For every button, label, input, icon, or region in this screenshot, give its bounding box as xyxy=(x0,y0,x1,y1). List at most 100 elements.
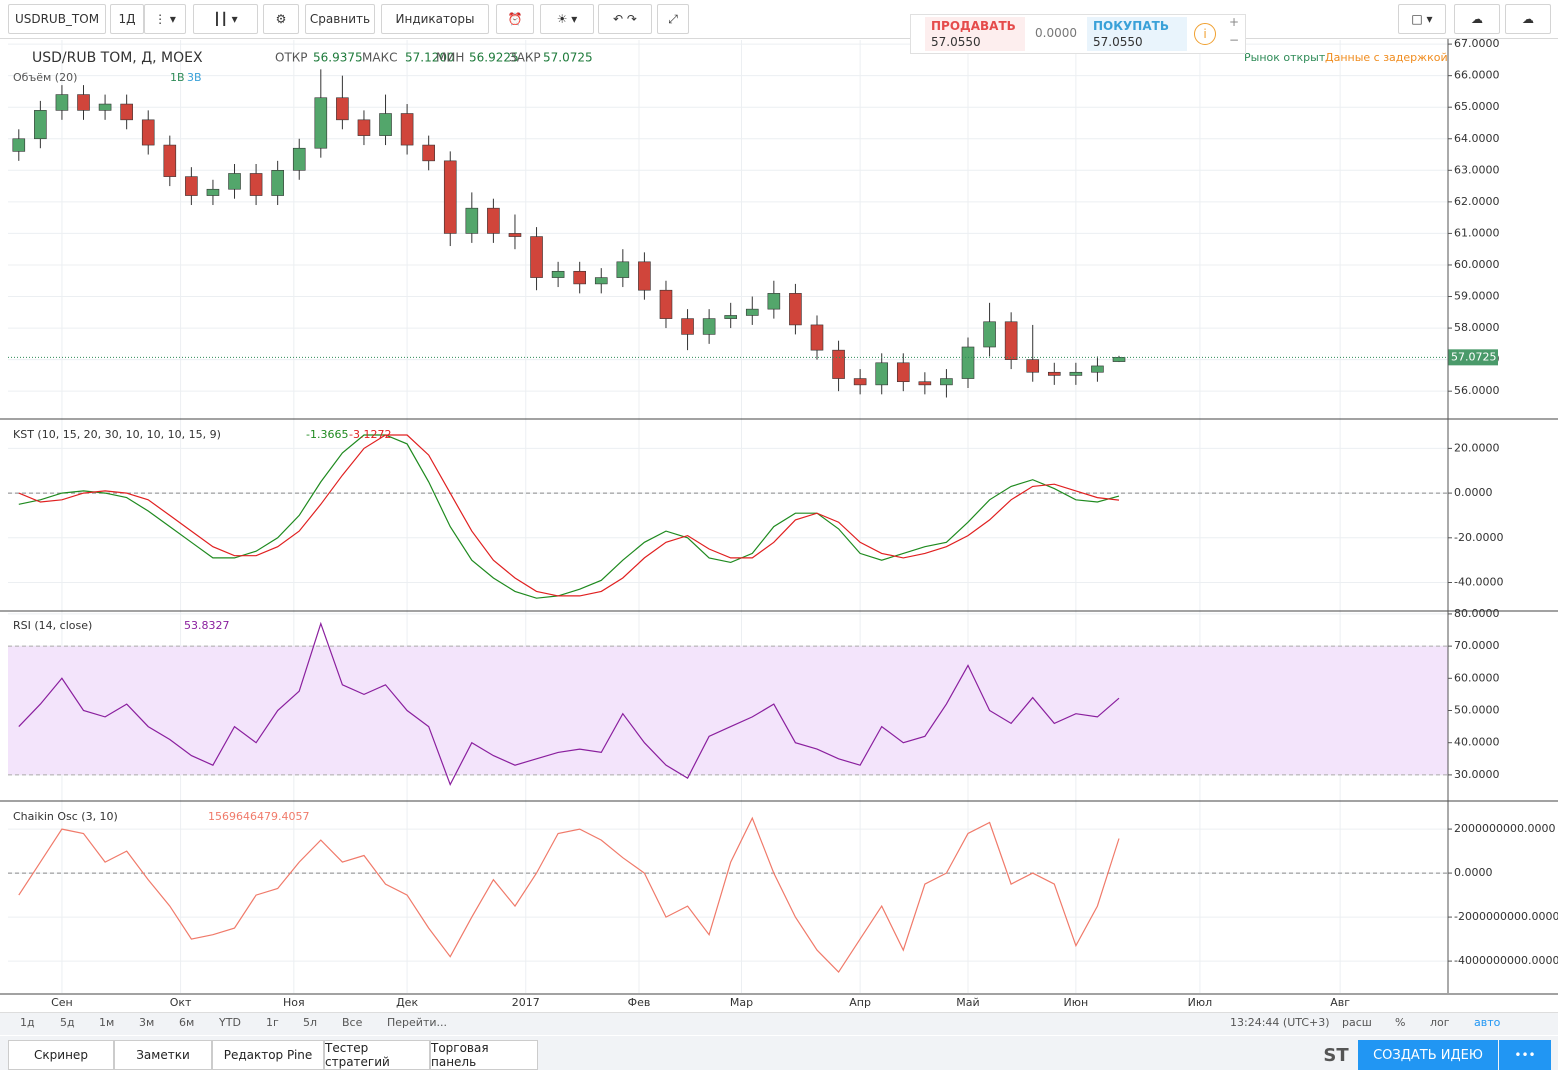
buy[interactable]: ПОКУПАТЬ 57.0550 xyxy=(1087,17,1187,51)
trade-widget: ПРОДАВАТЬ 57.0550 0.0000 ПОКУПАТЬ 57.055… xyxy=(910,14,1246,54)
x-tick-label: Фев xyxy=(628,996,651,1009)
candle-body xyxy=(573,270,586,285)
range-button[interactable]: YTD xyxy=(219,1015,241,1029)
candle-body xyxy=(508,233,522,237)
candle-body xyxy=(745,308,759,316)
x-tick-label: Ноя xyxy=(283,996,305,1009)
sell-label: ПРОДАВАТЬ xyxy=(931,19,1016,33)
y-tick-label: 63.0000 xyxy=(1454,163,1500,176)
candle-body xyxy=(422,144,435,162)
y-tick-label: 60.0000 xyxy=(1454,671,1500,684)
scale-option[interactable]: расш xyxy=(1342,1015,1372,1029)
footer-tab[interactable]: Скринер xyxy=(8,1040,114,1070)
series-line xyxy=(18,621,1120,786)
settings[interactable]: ⚙ xyxy=(263,4,299,34)
ohlc-value: 57.0725 xyxy=(543,51,593,65)
x-tick-label: Мар xyxy=(730,996,753,1009)
range-button[interactable]: 3м xyxy=(139,1015,155,1029)
rsi-value: 53.8327 xyxy=(184,619,230,632)
scale-option[interactable]: % xyxy=(1395,1015,1406,1029)
y-tick-label: 50.0000 xyxy=(1454,704,1500,717)
footer-tab[interactable]: Тестер стратегий xyxy=(324,1040,430,1070)
footer-tab[interactable]: Торговая панель xyxy=(430,1040,538,1070)
candle-body xyxy=(120,103,133,121)
interval-menu[interactable]: ⋮ ▾ xyxy=(144,4,186,34)
chart-style[interactable]: ┃┃ ▾ xyxy=(193,4,258,34)
ohlc-value: 56.9375 xyxy=(313,51,363,65)
candle-body xyxy=(983,321,996,348)
candle-body xyxy=(357,119,371,136)
scale-option[interactable]: лог xyxy=(1430,1015,1450,1029)
candle-body xyxy=(659,289,673,319)
fullscreen[interactable]: ⤢ xyxy=(657,4,689,34)
candle-body xyxy=(530,236,543,278)
save[interactable]: ☁ xyxy=(1505,4,1551,34)
y-tick-label: 61.0000 xyxy=(1454,226,1500,239)
y-tick-label: 65.0000 xyxy=(1454,100,1500,113)
brand[interactable]: ST xyxy=(1323,1044,1349,1066)
more[interactable]: ••• xyxy=(1499,1040,1551,1070)
candle-body xyxy=(1091,365,1104,373)
plus[interactable]: + xyxy=(1229,15,1240,29)
series-line xyxy=(18,434,1120,597)
candle-body xyxy=(443,160,457,234)
compare[interactable]: Сравнить xyxy=(305,4,375,34)
scale-option[interactable]: авто xyxy=(1474,1015,1501,1029)
range-button[interactable]: Перейти... xyxy=(387,1015,447,1029)
y-tick-label: 60.0000 xyxy=(1454,258,1500,271)
layout[interactable]: □ ▾ xyxy=(1398,4,1446,34)
alert[interactable]: ⏰ xyxy=(496,4,534,34)
y-tick-label: 40.0000 xyxy=(1454,736,1500,749)
range-button[interactable]: 5л xyxy=(303,1015,318,1029)
candle-body xyxy=(1069,371,1083,376)
x-tick-label: 2017 xyxy=(512,996,540,1009)
y-tick-label: 0.0000 xyxy=(1454,486,1493,499)
ohlc-label: ЗАКР xyxy=(509,51,541,65)
range-button[interactable]: 5д xyxy=(60,1015,75,1029)
symbol-box[interactable]: USDRUB_TOM xyxy=(8,4,106,34)
footer-tab[interactable]: Заметки xyxy=(114,1040,212,1070)
candle-body xyxy=(292,147,306,171)
rsi-legend: RSI (14, close) xyxy=(13,619,92,632)
y-tick-label: 2000000000.0000 xyxy=(1454,822,1555,835)
volume-value: 1B xyxy=(170,71,185,84)
candle-body xyxy=(681,318,694,335)
y-tick-label: 70.0000 xyxy=(1454,639,1500,652)
interval[interactable]: 1Д xyxy=(110,4,144,34)
price-axis xyxy=(1448,38,1558,993)
last-price-label: 57.0725 xyxy=(1451,350,1497,363)
sell[interactable]: ПРОДАВАТЬ 57.0550 xyxy=(925,17,1025,51)
create-idea[interactable]: СОЗДАТЬ ИДЕЮ xyxy=(1358,1040,1498,1070)
range-button[interactable]: 1д xyxy=(20,1015,35,1029)
info[interactable]: i xyxy=(1194,23,1216,45)
range-button[interactable]: 1г xyxy=(266,1015,279,1029)
delay-note: Данные с задержкой xyxy=(1325,51,1448,64)
range-button[interactable]: 6м xyxy=(179,1015,195,1029)
market-status: Рынок открыт xyxy=(1244,51,1326,64)
x-tick-label: Сен xyxy=(51,996,73,1009)
load[interactable]: ☁ xyxy=(1454,4,1500,34)
spread: 0.0000 xyxy=(1035,26,1077,40)
candle-body xyxy=(487,207,500,234)
y-tick-label: -20.0000 xyxy=(1454,531,1503,544)
buy-price: 57.0550 xyxy=(1093,35,1143,49)
volume-value: 3B xyxy=(187,71,202,84)
y-tick-label: 64.0000 xyxy=(1454,132,1500,145)
range-button[interactable]: Все xyxy=(342,1015,363,1029)
candle-body xyxy=(185,176,198,196)
candle-body xyxy=(940,378,953,386)
candle-body xyxy=(34,110,47,140)
candle-body xyxy=(875,362,889,386)
band xyxy=(8,646,1448,775)
candle-body xyxy=(12,138,26,152)
footer-tab[interactable]: Редактор Pine xyxy=(212,1040,324,1070)
minus[interactable]: − xyxy=(1229,33,1240,47)
undo-redo[interactable]: ↶ ↷ xyxy=(598,4,652,34)
ideas[interactable]: ☀ ▾ xyxy=(540,4,594,34)
range-button[interactable]: 1м xyxy=(99,1015,115,1029)
indicators[interactable]: Индикаторы xyxy=(381,4,489,34)
candle-body xyxy=(271,170,284,196)
ohlc-value: 56.9225 xyxy=(469,51,519,65)
x-tick-label: Май xyxy=(956,996,979,1009)
